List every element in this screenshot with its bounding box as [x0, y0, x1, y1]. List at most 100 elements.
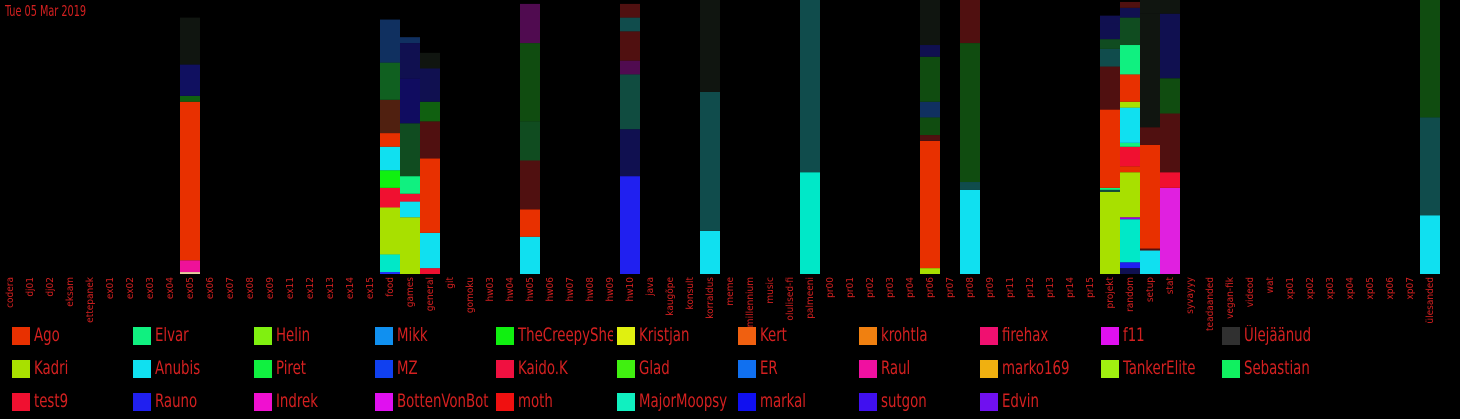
x-tick-label: projekt — [1105, 277, 1116, 309]
legend-item: krohtla — [859, 325, 976, 347]
bar-segment — [960, 0, 980, 44]
legend-item: firehax — [980, 325, 1097, 347]
x-tick-label: pr04 — [905, 277, 916, 298]
bar-segment — [1140, 13, 1160, 128]
legend-swatch — [617, 360, 635, 378]
x-tick-label: hw09 — [605, 277, 616, 302]
bar-segment — [520, 43, 540, 122]
bar-segment — [1140, 248, 1160, 251]
bar-segment — [420, 52, 440, 69]
legend-swatch — [496, 393, 514, 411]
x-tick-label: general — [425, 277, 436, 311]
legend-label: Ülejäänud — [1244, 325, 1312, 346]
bar-segment — [400, 123, 420, 177]
x-tick-label: ex03 — [145, 277, 156, 299]
legend-swatch — [738, 360, 756, 378]
bar-segment — [1140, 0, 1160, 14]
bar-segment — [520, 236, 540, 274]
legend-item: Ülejäänud — [1222, 325, 1339, 347]
x-tick-label: setup — [1145, 277, 1156, 302]
bar-segment — [1160, 0, 1180, 14]
chart-date: Tue 05 Mar 2019 — [5, 2, 87, 20]
legend-label: Kristjan — [639, 325, 690, 346]
bar-segment — [1120, 17, 1140, 46]
legend-item: moth — [496, 391, 613, 413]
x-tick-label: wat — [1265, 277, 1276, 294]
bar-segment — [1120, 142, 1140, 147]
legend-label: Sebastian — [1244, 358, 1310, 379]
legend-swatch — [859, 393, 877, 411]
legend-item: MajorMoopsy — [617, 391, 734, 413]
bar-segment — [1100, 15, 1120, 24]
legend-item: f11 — [1101, 325, 1218, 347]
x-tick-label: ex13 — [325, 277, 336, 299]
legend-label: markal — [760, 391, 806, 412]
x-tick-label: ex04 — [165, 277, 176, 299]
bar-segment — [380, 62, 400, 100]
x-tick-label: pr08 — [965, 277, 976, 298]
legend-swatch — [375, 327, 393, 345]
legend-swatch — [980, 360, 998, 378]
x-tick-label: pr06 — [925, 277, 936, 298]
x-tick-label: dj02 — [45, 277, 56, 297]
x-tick-label: git — [445, 277, 456, 289]
legend-item: Indrek — [254, 391, 371, 413]
legend-swatch — [1222, 327, 1240, 345]
x-axis-labels: codera dj01 dj02 eksam ettepanek ex01 ex02 ex03… — [5, 276, 1436, 331]
bar-segment — [180, 260, 200, 273]
bar-segment — [620, 3, 640, 18]
legend-swatch — [12, 360, 30, 378]
bar-segment — [1120, 107, 1140, 143]
x-tick-label: music — [765, 277, 776, 304]
bar-segment — [1120, 1, 1140, 8]
legend-label: Edvin — [1002, 391, 1039, 412]
x-tick-label: pr13 — [1045, 277, 1056, 298]
x-tick-label: eksam — [65, 277, 76, 307]
bar-segment — [380, 187, 400, 208]
bar-segment — [1120, 172, 1140, 218]
legend-item: Elvar — [133, 325, 250, 347]
x-tick-label: ülesanded — [1425, 277, 1436, 324]
legend-item: test9 — [12, 391, 129, 413]
bar-segment — [380, 170, 400, 188]
x-tick-label: vegan-fik — [1225, 276, 1236, 319]
x-tick-label: meme — [725, 277, 736, 306]
x-tick-label: pr01 — [845, 277, 856, 298]
bar-segment — [1120, 7, 1140, 18]
bar-segment — [800, 172, 820, 274]
bar-segment — [1160, 78, 1180, 114]
bar-segment — [920, 0, 940, 46]
legend-swatch — [1222, 360, 1240, 378]
bar-segment — [520, 3, 540, 44]
legend-swatch — [12, 393, 30, 411]
legend-item: Kristjan — [617, 325, 734, 347]
x-tick-label: hw05 — [525, 277, 536, 302]
bar-segment — [1420, 0, 1440, 118]
legend-item: Helin — [254, 325, 371, 347]
legend-swatch — [1101, 360, 1119, 378]
x-tick-label: teadaanded — [1205, 277, 1216, 331]
legend-swatch — [617, 327, 635, 345]
bar-segment — [520, 121, 540, 161]
legend-swatch — [133, 360, 151, 378]
x-tick-label: ex06 — [205, 277, 216, 299]
bar-segment — [960, 43, 980, 183]
bar-segment — [920, 56, 940, 102]
bar-segment — [400, 217, 420, 274]
bar-segment — [1420, 215, 1440, 274]
bar-segment — [1120, 262, 1140, 269]
x-tick-label: ex07 — [225, 277, 236, 299]
bar-segment — [1160, 13, 1180, 79]
x-tick-label: pr07 — [945, 277, 956, 298]
legend-item: TheCreepySheep — [496, 325, 613, 347]
legend-swatch — [496, 360, 514, 378]
legend-label: sutgon — [881, 391, 927, 412]
x-tick-label: ex09 — [265, 277, 276, 299]
legend-label: Rauno — [155, 391, 198, 412]
legend-label: Kadri — [34, 358, 69, 379]
legend-item: Rauno — [133, 391, 250, 413]
x-tick-label: videod — [1245, 277, 1256, 307]
bar-segment — [520, 160, 540, 210]
legend-item: TankerElite — [1101, 358, 1218, 380]
